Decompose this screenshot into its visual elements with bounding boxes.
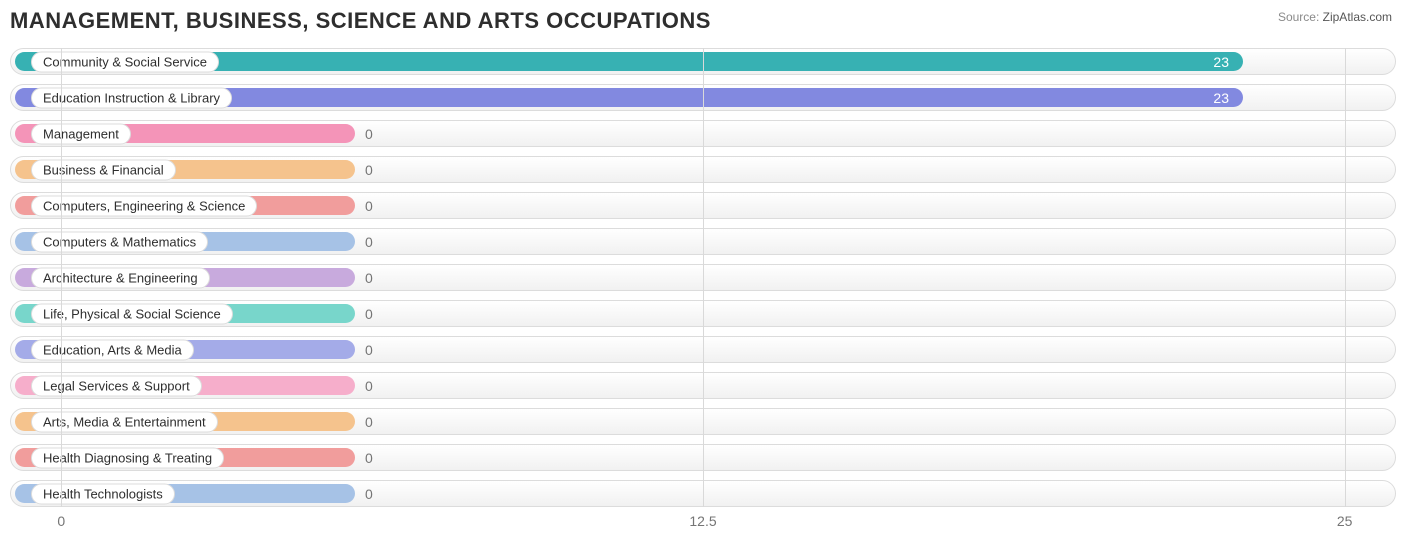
bar-value: 0 bbox=[365, 306, 373, 322]
x-tick: 12.5 bbox=[689, 513, 716, 529]
gridline bbox=[61, 48, 62, 507]
gridline bbox=[1345, 48, 1346, 507]
bar-category-label: Community & Social Service bbox=[31, 51, 219, 72]
bar-value: 23 bbox=[1213, 90, 1229, 106]
bar-value: 0 bbox=[365, 162, 373, 178]
bar-value: 0 bbox=[365, 450, 373, 466]
bar-category-label: Health Technologists bbox=[31, 483, 175, 504]
chart-source: Source: ZipAtlas.com bbox=[1278, 8, 1396, 24]
gridline bbox=[703, 48, 704, 507]
bar-value: 0 bbox=[365, 486, 373, 502]
bar-value: 0 bbox=[365, 198, 373, 214]
source-label: Source: bbox=[1278, 10, 1319, 24]
bar-value: 0 bbox=[365, 270, 373, 286]
bar-category-label: Computers & Mathematics bbox=[31, 231, 208, 252]
bar-value: 23 bbox=[1213, 54, 1229, 70]
bar-category-label: Arts, Media & Entertainment bbox=[31, 411, 218, 432]
bar-value: 0 bbox=[365, 378, 373, 394]
bar-category-label: Health Diagnosing & Treating bbox=[31, 447, 224, 468]
bar-category-label: Architecture & Engineering bbox=[31, 267, 210, 288]
bar-value: 0 bbox=[365, 126, 373, 142]
bar-category-label: Education, Arts & Media bbox=[31, 339, 194, 360]
x-axis: 0 12.5 25 bbox=[10, 513, 1396, 533]
plot-area: 23Community & Social Service23Education … bbox=[10, 48, 1396, 507]
chart-area: 23Community & Social Service23Education … bbox=[10, 48, 1396, 533]
chart-title: MANAGEMENT, BUSINESS, SCIENCE AND ARTS O… bbox=[10, 8, 711, 34]
x-tick: 25 bbox=[1337, 513, 1353, 529]
bar-category-label: Management bbox=[31, 123, 131, 144]
x-tick: 0 bbox=[57, 513, 65, 529]
bar-value: 0 bbox=[365, 414, 373, 430]
source-name: ZipAtlas.com bbox=[1323, 10, 1392, 24]
bar-category-label: Business & Financial bbox=[31, 159, 176, 180]
bar-category-label: Computers, Engineering & Science bbox=[31, 195, 257, 216]
bar-value: 0 bbox=[365, 234, 373, 250]
bar-category-label: Legal Services & Support bbox=[31, 375, 202, 396]
bar-value: 0 bbox=[365, 342, 373, 358]
chart-header: MANAGEMENT, BUSINESS, SCIENCE AND ARTS O… bbox=[10, 8, 1396, 34]
